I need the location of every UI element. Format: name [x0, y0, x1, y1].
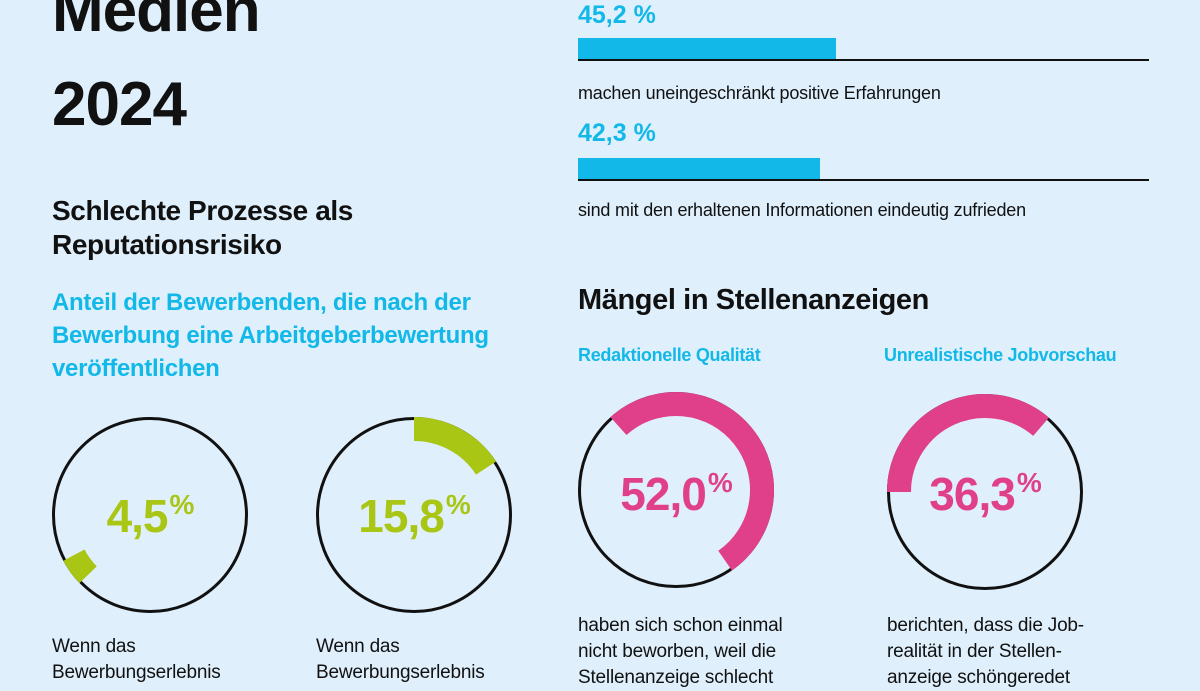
donut-arc: [63, 549, 98, 584]
desc-line: berichten, dass die Job-: [887, 615, 1084, 636]
donut-header: Redaktionelle Qualität: [578, 345, 761, 365]
bar-track: [578, 179, 1149, 181]
donut-arc: [887, 394, 1049, 493]
bar-fill: [578, 158, 820, 180]
section-subtitle: Anteil der Bewerbenden, die nach der Bew…: [52, 286, 489, 385]
desc-line: Wenn das: [316, 636, 400, 657]
heading-line: Reputationsrisiko: [52, 229, 282, 260]
bar-caption: sind mit den erhaltenen Informationen ei…: [578, 200, 1026, 220]
desc-line: anzeige schöngeredet: [887, 667, 1070, 688]
desc-line: Bewerbungserlebnis: [316, 662, 485, 683]
title-line-1: Medien: [52, 0, 261, 45]
donut-charts: 4,5% 15,8% 52,0% 36,3%: [52, 392, 1083, 613]
donut-value-label: 15,8%: [358, 489, 471, 542]
desc-line: realität in der Stellen-: [887, 641, 1062, 662]
section-heading-maengel: Mängel in Stellenanzeigen: [578, 284, 929, 316]
donut-description: Wenn das Bewerbungserlebnis: [316, 634, 485, 686]
subtitle-line: veröffentlichen: [52, 355, 220, 382]
donut-arc: [413, 417, 497, 475]
bar-track: [578, 59, 1149, 61]
donut-value-label: 36,3%: [929, 467, 1042, 520]
desc-line: Bewerbungserlebnis: [52, 662, 221, 683]
subtitle-line: Anteil der Bewerbenden, die nach der: [52, 289, 471, 316]
donut-arc: [610, 392, 774, 571]
donut-ring: [52, 417, 248, 613]
bar-fill: [578, 38, 837, 60]
bar-caption: machen uneingeschränkt positive Erfahrun…: [578, 83, 941, 103]
donut-value-label: 4,5%: [107, 489, 195, 542]
desc-line: haben sich schon einmal: [578, 615, 783, 636]
donut-description: haben sich schon einmal nicht beworben, …: [578, 613, 783, 691]
donut-header: Unrealistische Jobvorschau: [884, 345, 1117, 365]
desc-line: Stellenanzeige schlecht: [578, 667, 774, 688]
title-line-2: 2024: [52, 70, 187, 139]
bar-value-label: 45,2 %: [578, 1, 656, 29]
donut-description: berichten, dass die Job- realität in der…: [887, 613, 1084, 691]
section-heading-reputation: Schlechte Prozesse als Reputationsrisiko: [52, 194, 353, 262]
desc-line: Wenn das: [52, 636, 136, 657]
donut-description: Wenn das Bewerbungserlebnis: [52, 634, 221, 686]
subtitle-line: Bewerbung eine Arbeitgeberbewertung: [52, 322, 489, 349]
desc-line: nicht beworben, weil die: [578, 641, 776, 662]
donut-value-label: 52,0%: [620, 467, 733, 520]
bar-value-label: 42,3 %: [578, 119, 656, 147]
heading-line: Schlechte Prozesse als: [52, 195, 353, 226]
